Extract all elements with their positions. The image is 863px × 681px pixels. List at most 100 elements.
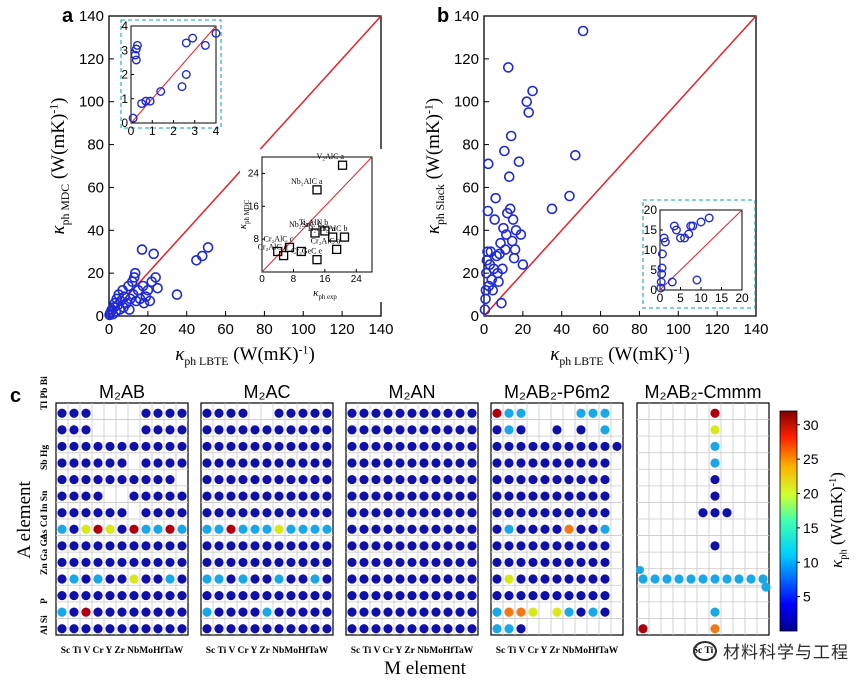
heatmap-cell bbox=[662, 574, 672, 584]
heatmap-cell bbox=[564, 590, 574, 601]
heatmap-cell bbox=[93, 474, 103, 485]
heatmap-cell bbox=[298, 607, 308, 617]
data-point bbox=[196, 250, 208, 262]
heatmap-cell bbox=[322, 425, 332, 435]
heatmap-cell bbox=[395, 474, 405, 485]
heatmap-cell bbox=[698, 574, 708, 584]
heatmap-cell bbox=[262, 557, 272, 568]
heatmap-cell bbox=[310, 408, 320, 418]
heatmap-cell bbox=[202, 474, 212, 485]
heatmap-cell bbox=[443, 425, 453, 435]
heatmap-cell bbox=[504, 590, 514, 601]
exp-point-label: Nb₂AlC a bbox=[291, 177, 323, 186]
heatmap-cell bbox=[540, 590, 550, 601]
heatmap-cell bbox=[455, 474, 465, 485]
inset-data-point bbox=[657, 269, 667, 279]
heatmap-cell bbox=[105, 474, 115, 485]
heatmap-cell bbox=[69, 590, 79, 601]
heatmap-cell bbox=[105, 590, 115, 601]
inset-x-tick-label: 5 bbox=[677, 291, 684, 305]
heatmap-cell bbox=[552, 524, 562, 534]
exp-data-point bbox=[320, 226, 330, 236]
heatmap-cell bbox=[516, 408, 526, 418]
heatmap-cell bbox=[250, 441, 260, 452]
data-point bbox=[480, 293, 491, 305]
y-tick-label: 80 bbox=[87, 137, 104, 154]
heatmap-cell bbox=[69, 425, 79, 435]
heatmap-cell bbox=[238, 408, 248, 418]
panel-label: a bbox=[62, 5, 74, 27]
heatmap-cell bbox=[153, 458, 163, 468]
heatmap-cell bbox=[455, 458, 465, 468]
heatmap-cell bbox=[226, 508, 236, 518]
heatmap-cell bbox=[395, 541, 405, 551]
inset-x-tick-label: 0 bbox=[657, 291, 664, 305]
exp-x-tick-label: 24 bbox=[351, 274, 363, 285]
heatmap-cell bbox=[371, 624, 381, 634]
heatmap-cell bbox=[57, 607, 67, 617]
heatmap-cell bbox=[576, 474, 586, 485]
family-title: M₂AC bbox=[244, 382, 291, 402]
heatmap-cell bbox=[588, 474, 598, 485]
heatmap-cell bbox=[540, 524, 550, 534]
heatmap-cell bbox=[141, 541, 151, 551]
inset-diagonal bbox=[130, 25, 217, 124]
heatmap-cell bbox=[504, 441, 514, 452]
heatmap-cell bbox=[153, 441, 163, 452]
heatmap-cell bbox=[516, 590, 526, 601]
heatmap-cell bbox=[359, 607, 369, 617]
heatmap-cell bbox=[383, 425, 393, 435]
heatmap-cell bbox=[588, 590, 598, 601]
heatmap-cell bbox=[105, 541, 115, 551]
colorbar-tick-label: 15 bbox=[803, 520, 819, 536]
heatmap-cell bbox=[576, 491, 586, 501]
heatmap-cell bbox=[395, 590, 405, 601]
heatmap-cell bbox=[347, 607, 357, 617]
x-tick-label: 60 bbox=[592, 321, 609, 338]
heatmap-cell bbox=[371, 590, 381, 601]
heatmap-cell bbox=[214, 574, 224, 584]
heatmap-cell bbox=[262, 474, 272, 485]
exp-x-label: κph exp bbox=[313, 287, 337, 301]
heatmap-cell bbox=[467, 574, 477, 584]
heatmap-cell bbox=[528, 541, 538, 551]
inset-x-tick-label: 3 bbox=[191, 124, 198, 138]
heatmap-cell bbox=[141, 458, 151, 468]
heatmap-cell bbox=[395, 574, 405, 584]
heatmap-cell bbox=[407, 607, 417, 617]
heatmap-cell bbox=[57, 474, 67, 485]
heatmap-cell bbox=[117, 474, 127, 485]
heatmap-cell bbox=[359, 425, 369, 435]
heatmap-cell bbox=[552, 557, 562, 568]
heatmap-cell bbox=[250, 624, 260, 634]
heatmap-cell bbox=[141, 425, 151, 435]
heatmap-cell bbox=[57, 425, 67, 435]
heatmap-cell bbox=[81, 491, 91, 501]
heatmap-cell bbox=[177, 574, 187, 584]
heatmap-cell bbox=[105, 607, 115, 617]
heatmap-cell bbox=[710, 541, 720, 551]
heatmap-cell bbox=[612, 441, 622, 452]
heatmap-cell bbox=[69, 624, 79, 634]
family-title: M₂AB₂-Cmmm bbox=[645, 382, 762, 402]
heatmap-cell bbox=[117, 557, 127, 568]
heatmap-cell bbox=[407, 491, 417, 501]
inset-data-point bbox=[132, 40, 142, 50]
data-point bbox=[515, 229, 527, 240]
heatmap-cell bbox=[286, 441, 296, 452]
heatmap-cell bbox=[214, 541, 224, 551]
heatmap-cell bbox=[165, 508, 175, 518]
inset-x-tick-label: 1 bbox=[149, 124, 156, 138]
heatmap-cell bbox=[395, 458, 405, 468]
exp-data-point bbox=[312, 185, 322, 195]
heatmap-cell bbox=[298, 590, 308, 601]
exp-data-point bbox=[296, 246, 306, 257]
heatmap-cell bbox=[686, 574, 696, 584]
heatmap-cell bbox=[165, 574, 175, 584]
exp-point-label: V₂AlC a bbox=[317, 152, 345, 161]
heatmap-cell bbox=[177, 508, 187, 518]
heatmap-cell bbox=[214, 408, 224, 418]
heatmap-cell bbox=[492, 441, 502, 452]
heatmap-cell bbox=[467, 557, 477, 568]
